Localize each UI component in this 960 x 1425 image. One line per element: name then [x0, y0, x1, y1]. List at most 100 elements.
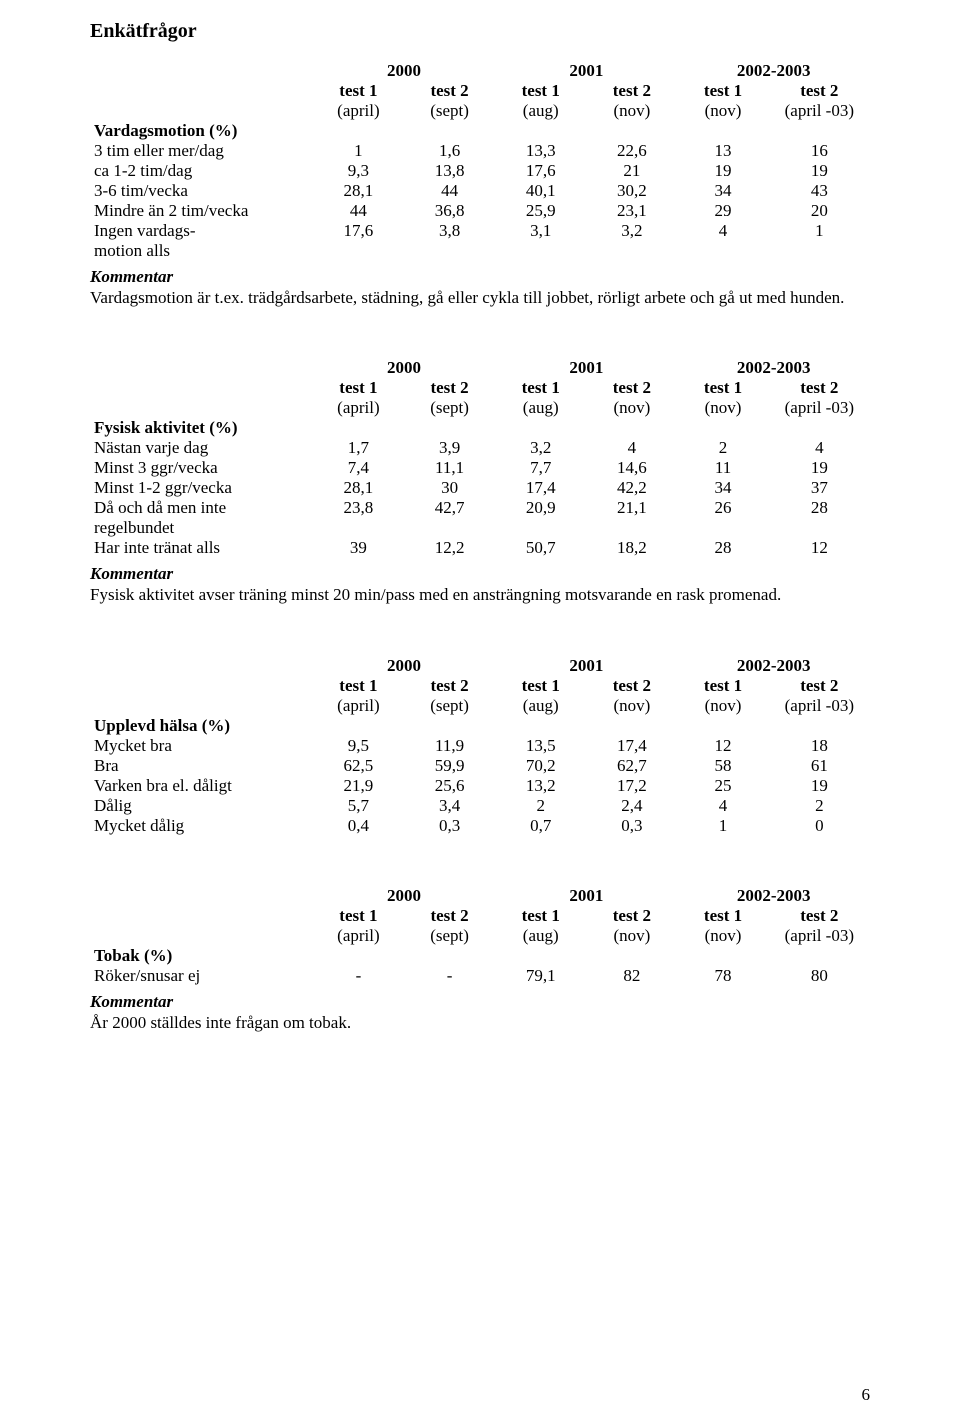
month-header: (nov)	[586, 926, 677, 946]
cell-value	[495, 241, 586, 261]
row-label: Minst 3 ggr/vecka	[90, 458, 313, 478]
test-header: test 1	[313, 81, 404, 101]
month-header: (april -03)	[769, 926, 870, 946]
row-label: Minst 1-2 ggr/vecka	[90, 478, 313, 498]
table-row: Mycket dålig0,40,30,70,310	[90, 816, 870, 836]
kommentar-heading: Kommentar	[90, 267, 870, 287]
test-header: test 1	[313, 676, 404, 696]
cell-value: 19	[769, 776, 870, 796]
month-header: (sept)	[404, 926, 495, 946]
row-label: Nästan varje dag	[90, 438, 313, 458]
cell-value: 25,9	[495, 201, 586, 221]
cell-value: 21	[586, 161, 677, 181]
cell-value: 0,3	[404, 816, 495, 836]
cell-value: 19	[769, 161, 870, 181]
cell-value: 17,6	[313, 221, 404, 241]
table-row: 2000 2001 2002-2003	[90, 886, 870, 906]
table-row: Mycket bra9,511,913,517,41218	[90, 736, 870, 756]
cell-value: 5,7	[313, 796, 404, 816]
table-row: (april) (sept) (aug) (nov) (nov) (april …	[90, 696, 870, 716]
cell-value: 42,7	[404, 498, 495, 518]
cell-value: 13,3	[495, 141, 586, 161]
table-row: Dålig5,73,422,442	[90, 796, 870, 816]
cell-value: 4	[586, 438, 677, 458]
cell-value: 28,1	[313, 478, 404, 498]
cell-value: 17,4	[495, 478, 586, 498]
cell-value: 9,3	[313, 161, 404, 181]
month-header: (aug)	[495, 926, 586, 946]
section-label: Vardagsmotion (%)	[90, 121, 313, 141]
cell-value: 39	[313, 538, 404, 558]
row-label: ca 1-2 tim/dag	[90, 161, 313, 181]
cell-value: 34	[677, 181, 768, 201]
table-row: Mindre än 2 tim/vecka4436,825,923,12920	[90, 201, 870, 221]
cell-value: 13,2	[495, 776, 586, 796]
cell-value: 16	[769, 141, 870, 161]
table-row: Har inte tränat alls3912,250,718,22812	[90, 538, 870, 558]
row-label: Röker/snusar ej	[90, 966, 313, 986]
table-vardagsmotion: 2000 2001 2002-2003 test 1 test 2 test 1…	[90, 61, 870, 261]
cell-value: 3,4	[404, 796, 495, 816]
cell-value: -	[313, 966, 404, 986]
cell-value: 58	[677, 756, 768, 776]
cell-value: 40,1	[495, 181, 586, 201]
month-header: (april)	[313, 398, 404, 418]
kommentar-heading: Kommentar	[90, 992, 870, 1012]
cell-value: 4	[677, 221, 768, 241]
month-header: (april)	[313, 101, 404, 121]
cell-value: 37	[769, 478, 870, 498]
year-header: 2000	[313, 886, 495, 906]
month-header: (nov)	[677, 101, 768, 121]
cell-value	[586, 241, 677, 261]
cell-value	[769, 241, 870, 261]
test-header: test 2	[404, 906, 495, 926]
cell-value: 12	[677, 736, 768, 756]
cell-value: 17,2	[586, 776, 677, 796]
cell-value: 1,7	[313, 438, 404, 458]
table-row: 2000 2001 2002-2003	[90, 656, 870, 676]
row-label: Ingen vardags-	[90, 221, 313, 241]
year-header: 2000	[313, 358, 495, 378]
cell-value: 20,9	[495, 498, 586, 518]
cell-value: 18	[769, 736, 870, 756]
year-header: 2002-2003	[677, 886, 870, 906]
test-header: test 2	[769, 378, 870, 398]
cell-value: 2	[769, 796, 870, 816]
cell-value	[769, 518, 870, 538]
cell-value: 44	[313, 201, 404, 221]
cell-value: 80	[769, 966, 870, 986]
row-label: Har inte tränat alls	[90, 538, 313, 558]
cell-value: 0,3	[586, 816, 677, 836]
month-header: (nov)	[586, 696, 677, 716]
cell-value: 70,2	[495, 756, 586, 776]
kommentar-heading: Kommentar	[90, 564, 870, 584]
table-upplevd: 2000 2001 2002-2003 test 1 test 2 test 1…	[90, 656, 870, 836]
row-label: 3 tim eller mer/dag	[90, 141, 313, 161]
month-header: (sept)	[404, 101, 495, 121]
cell-value: 13,8	[404, 161, 495, 181]
table-row: 2000 2001 2002-2003	[90, 61, 870, 81]
cell-value	[404, 241, 495, 261]
cell-value	[586, 518, 677, 538]
cell-value: 42,2	[586, 478, 677, 498]
month-header: (sept)	[404, 696, 495, 716]
month-header: (sept)	[404, 398, 495, 418]
test-header: test 1	[495, 378, 586, 398]
cell-value: 12,2	[404, 538, 495, 558]
cell-value: 11,1	[404, 458, 495, 478]
month-header: (april)	[313, 696, 404, 716]
test-header: test 1	[495, 906, 586, 926]
kommentar-text: År 2000 ställdes inte frågan om tobak.	[90, 1012, 870, 1033]
test-header: test 1	[313, 378, 404, 398]
cell-value: 0	[769, 816, 870, 836]
row-label: Mindre än 2 tim/vecka	[90, 201, 313, 221]
table-row: test 1 test 2 test 1 test 2 test 1 test …	[90, 906, 870, 926]
row-label: motion alls	[90, 241, 313, 261]
cell-value: -	[404, 966, 495, 986]
cell-value: 3,2	[495, 438, 586, 458]
test-header: test 2	[404, 81, 495, 101]
block-fysisk: 2000 2001 2002-2003 test 1 test 2 test 1…	[90, 358, 870, 605]
cell-value: 17,6	[495, 161, 586, 181]
cell-value: 17,4	[586, 736, 677, 756]
table-row: Fysisk aktivitet (%)	[90, 418, 870, 438]
